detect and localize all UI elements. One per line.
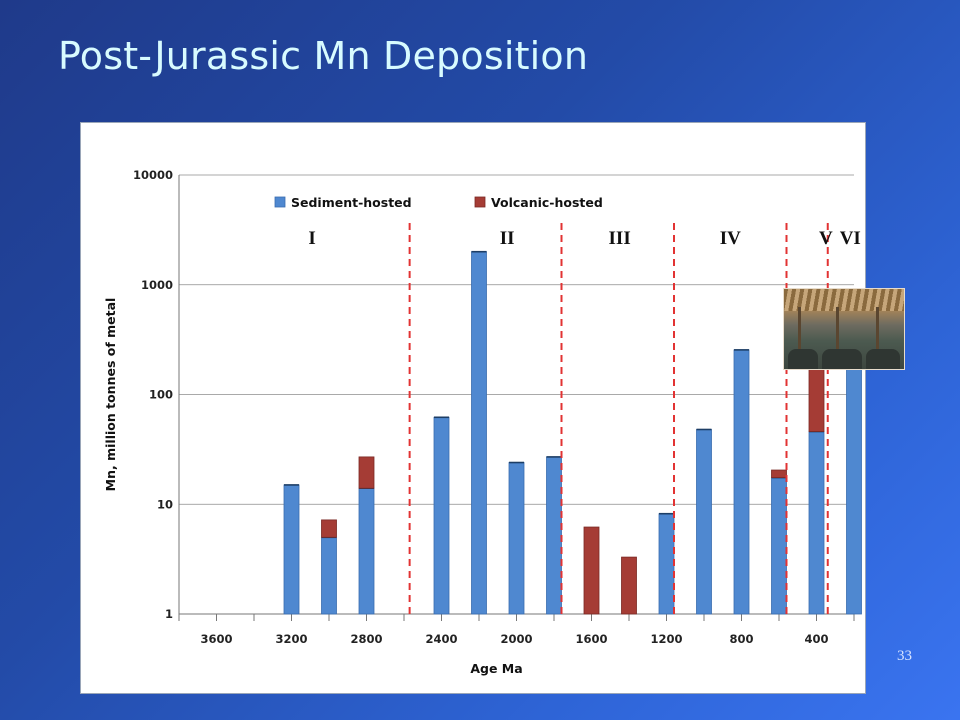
bar-sediment-2400: [433, 416, 450, 615]
bar-sediment-2000: [508, 462, 525, 615]
y-tick-label: 10000: [133, 168, 173, 182]
x-axis-title: Age Ma: [470, 661, 522, 676]
bar-sediment-3200: [283, 484, 300, 615]
bar-sediment-400: [808, 431, 825, 615]
legend-label-sediment: Sediment-hosted: [291, 195, 412, 210]
y-axis-title: Mn, million tonnes of metal: [103, 298, 118, 492]
bar-sediment-1200: [658, 513, 675, 615]
x-tick-label: 800: [729, 632, 753, 646]
y-tick-label: 10: [157, 497, 173, 511]
bar-sediment-1800: [546, 456, 562, 615]
y-tick-label: 1: [165, 607, 173, 621]
x-tick-label: 3600: [200, 632, 232, 646]
bar-volcanic-600: [771, 469, 787, 478]
bar-volcanic-1600: [583, 526, 600, 615]
x-tick-label: 2400: [425, 632, 457, 646]
legend-swatch-sediment: [274, 196, 286, 208]
bar-volcanic-400: [808, 367, 825, 432]
bar-sediment-800: [733, 349, 750, 615]
x-tick-label: 2000: [500, 632, 532, 646]
bar-volcanic-3000: [321, 519, 337, 538]
y-tick-label: 1000: [141, 278, 173, 292]
era-label: II: [500, 228, 515, 249]
bar-sediment-2200: [471, 251, 487, 615]
mine-photo: [783, 288, 905, 370]
era-label: III: [609, 228, 631, 249]
bar-sediment-1000: [696, 429, 712, 615]
legend-label-volcanic: Volcanic-hosted: [491, 195, 603, 210]
era-label: IV: [720, 228, 741, 249]
x-tick-label: 1600: [575, 632, 607, 646]
x-tick-label: 3200: [275, 632, 307, 646]
era-label: V: [819, 228, 833, 249]
era-label: I: [308, 228, 315, 249]
era-label: VI: [840, 228, 861, 249]
x-tick-label: 400: [804, 632, 828, 646]
bar-sediment-2800: [358, 487, 375, 615]
bar-sediment-600: [771, 477, 787, 615]
bar-sediment-3000: [321, 536, 337, 615]
x-tick-label: 1200: [650, 632, 682, 646]
x-tick-label: 2800: [350, 632, 382, 646]
legend-swatch-volcanic: [474, 196, 486, 208]
chart-panel: 1 10 100 1000 10000 3600 3200 2800 2400 2000 1600 1…: [80, 122, 866, 694]
y-tick-label: 100: [149, 388, 173, 402]
page-number: 33: [897, 648, 912, 664]
mn-deposition-chart: 1 10 100 1000 10000 3600 3200 2800 2400 2000 1600 1…: [103, 168, 862, 676]
bar-volcanic-1400: [621, 556, 637, 615]
slide-title: Post-Jurassic Mn Deposition: [58, 34, 589, 78]
bar-volcanic-2800: [358, 456, 375, 489]
